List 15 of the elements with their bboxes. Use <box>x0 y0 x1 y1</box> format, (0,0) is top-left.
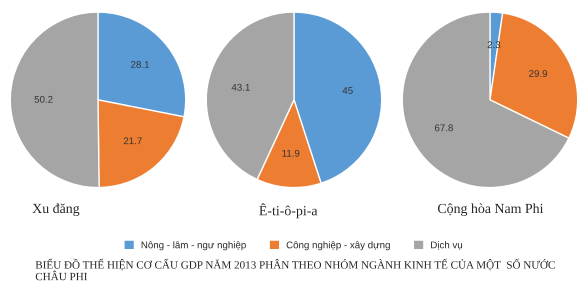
data-label: 45 <box>342 87 353 94</box>
text: Ê-ti-ô-pi-a <box>259 203 318 218</box>
data-label: 11.9 <box>282 150 300 157</box>
text: Xu đăng <box>32 203 80 216</box>
data-label: 21.7 <box>124 137 142 144</box>
data-label: 28.1 <box>131 61 150 68</box>
legend-label: Nông - lâm - ngư nghiệp <box>142 241 246 250</box>
data-label: 43.1 <box>232 84 250 91</box>
data-label: 29.9 <box>529 70 548 77</box>
data-label: 67.8 <box>434 124 453 132</box>
text: BIỂU ĐỒ THỂ HIỆN CƠ CẤU GDP NĂM 2013 PHÂN THEO NHÓM NGÀNH KINH TẾ CỦA MỘT SỐ NƯỚC CHÂU PHI <box>36 258 555 280</box>
text: Cộng hòa Nam Phi <box>438 203 544 216</box>
data-label: 50.2 <box>34 96 53 103</box>
legend-label: Dịch vụ <box>431 241 462 250</box>
legend-label: Công nghiệp - xây dựng <box>286 241 390 250</box>
